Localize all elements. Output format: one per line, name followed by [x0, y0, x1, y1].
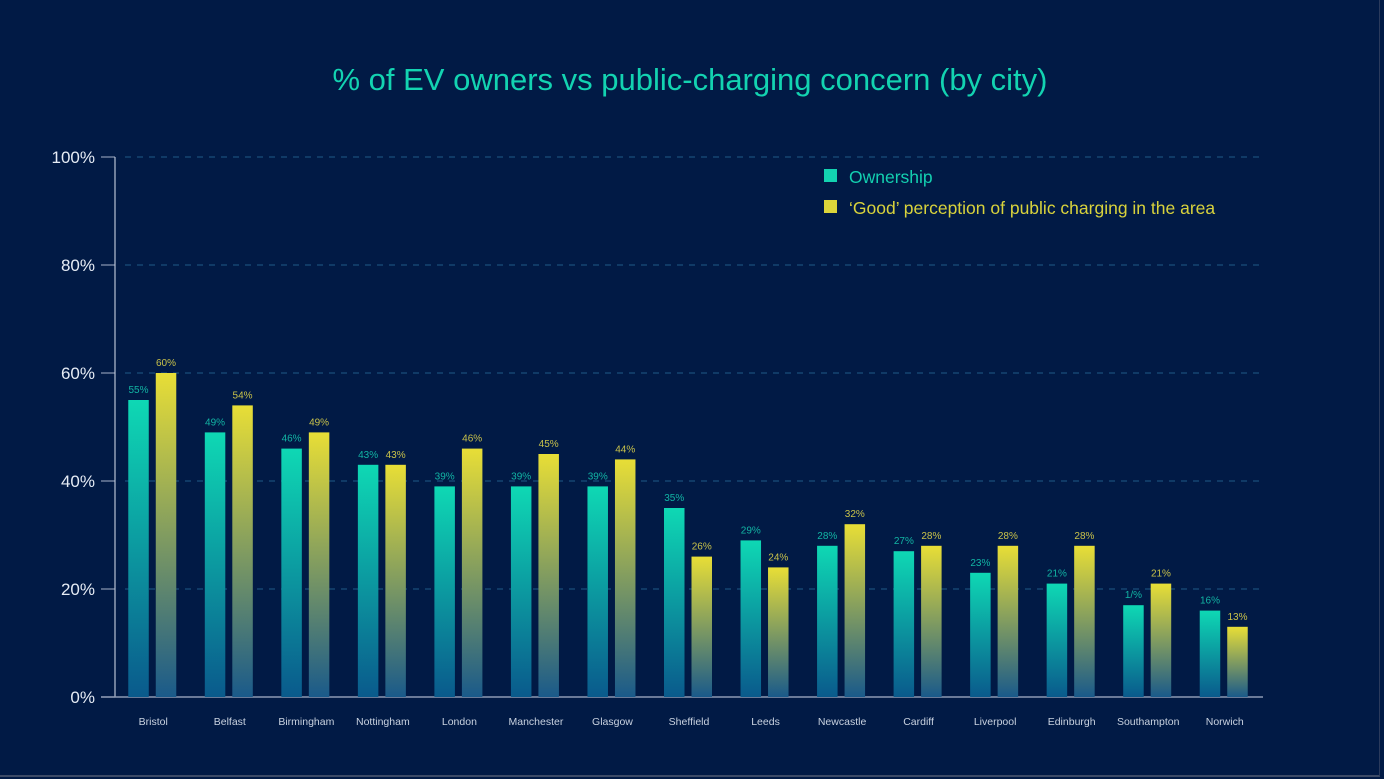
- x-tick-label: Nottingham: [356, 716, 410, 728]
- data-label: 39%: [588, 471, 608, 482]
- data-label: 27%: [894, 536, 914, 547]
- bar-ownership: [434, 486, 455, 697]
- bar-good-perception: [385, 464, 406, 697]
- legend-label-ownership: Ownership: [849, 167, 933, 187]
- bar-ownership: [664, 508, 685, 697]
- legend-swatch-good-perception: [824, 200, 837, 213]
- legend-swatch-ownership: [824, 169, 837, 182]
- bar-ownership: [1046, 583, 1068, 697]
- bar-ownership: [970, 572, 991, 697]
- bar-good-perception: [155, 373, 177, 697]
- bar-ownership: [740, 540, 762, 697]
- x-tick-label: Southampton: [1117, 716, 1180, 728]
- data-label: 39%: [435, 471, 455, 482]
- chart-title: % of EV owners vs public-charging concer…: [332, 62, 1047, 97]
- legend: Ownership ‘Good’ perception of public ch…: [824, 167, 1215, 218]
- bar-ownership: [510, 486, 532, 697]
- bar-good-perception: [614, 459, 636, 697]
- data-label: 49%: [205, 417, 225, 428]
- data-label: 46%: [462, 434, 482, 445]
- data-label: 28%: [1074, 531, 1094, 542]
- bar-good-perception: [308, 432, 330, 697]
- data-label: 45%: [539, 439, 559, 450]
- data-label: 44%: [615, 444, 635, 455]
- y-tick-label: 100%: [52, 148, 95, 167]
- data-label: 21%: [1047, 569, 1067, 580]
- data-label: 32%: [845, 509, 865, 520]
- x-tick-label: Birmingham: [278, 716, 334, 728]
- x-tick-label: Edinburgh: [1048, 716, 1096, 728]
- y-tick-label: 20%: [61, 580, 95, 599]
- x-tick-label: Sheffield: [669, 716, 710, 728]
- x-tick-label: Manchester: [509, 716, 564, 728]
- bar-good-perception: [1227, 626, 1248, 697]
- data-label: 28%: [998, 531, 1018, 542]
- data-label: 39%: [511, 471, 531, 482]
- data-label: 26%: [692, 542, 712, 553]
- bar-good-perception: [768, 567, 789, 697]
- x-tick-label: Cardiff: [903, 716, 934, 728]
- data-label: 16%: [1200, 596, 1220, 607]
- bar-good-perception: [461, 448, 483, 697]
- data-label: 43%: [386, 450, 406, 461]
- bar-good-perception: [844, 524, 866, 697]
- data-label: 54%: [233, 390, 253, 401]
- bar-good-perception: [1150, 583, 1172, 697]
- bar-good-perception: [921, 545, 942, 697]
- data-labels: 55% 60% 49% 54% 46% 49% 43% 43% 39% 46% 39% 45% 39% 4…: [129, 358, 1248, 623]
- bar-ownership: [587, 486, 608, 697]
- x-tick-label: Newcastle: [818, 716, 867, 728]
- data-label: 21%: [1151, 569, 1171, 580]
- x-tick-label: Liverpool: [974, 716, 1017, 728]
- x-tick-labels: Bristol Belfast Birmingham Nottingham London…: [139, 716, 1244, 728]
- bar-good-perception: [691, 556, 712, 697]
- data-label: 28%: [817, 531, 837, 542]
- bar-ownership: [204, 432, 226, 697]
- y-tick-label: 60%: [61, 364, 95, 383]
- bar-ownership: [1199, 610, 1221, 697]
- y-tick-label: 0%: [70, 688, 95, 707]
- bar-ownership: [357, 464, 379, 697]
- bar-good-perception: [1074, 545, 1095, 697]
- x-tick-label: Norwich: [1206, 716, 1244, 728]
- bar-good-perception: [232, 405, 253, 697]
- data-label: 35%: [664, 493, 684, 504]
- x-tick-label: Glasgow: [592, 716, 633, 728]
- data-label: 43%: [358, 450, 378, 461]
- bar-ownership: [281, 448, 302, 697]
- axes: 0% 20% 40% 60% 80% 100%: [52, 148, 1263, 707]
- bar-ownership: [1123, 605, 1144, 697]
- data-label: 1/%: [1125, 590, 1142, 601]
- bar-good-perception: [997, 545, 1019, 697]
- data-label: 13%: [1227, 612, 1247, 623]
- bar-ownership: [893, 551, 915, 697]
- bar-good-perception: [538, 454, 559, 697]
- data-label: 29%: [741, 525, 761, 536]
- bar-ownership: [817, 545, 838, 697]
- y-tick-label: 40%: [61, 472, 95, 491]
- x-tick-label: Bristol: [139, 716, 168, 728]
- data-label: 28%: [921, 531, 941, 542]
- y-tick-label: 80%: [61, 256, 95, 275]
- data-label: 55%: [129, 385, 149, 396]
- data-label: 60%: [156, 358, 176, 369]
- data-label: 23%: [970, 558, 990, 569]
- data-label: 46%: [282, 434, 302, 445]
- legend-label-good-perception: ‘Good’ perception of public charging in …: [849, 198, 1215, 218]
- bar-ownership: [128, 400, 149, 697]
- x-tick-label: Leeds: [751, 716, 780, 728]
- x-tick-label: London: [442, 716, 477, 728]
- x-tick-label: Belfast: [214, 716, 246, 728]
- data-label: 49%: [309, 417, 329, 428]
- data-label: 24%: [768, 552, 788, 563]
- bars: [128, 373, 1248, 697]
